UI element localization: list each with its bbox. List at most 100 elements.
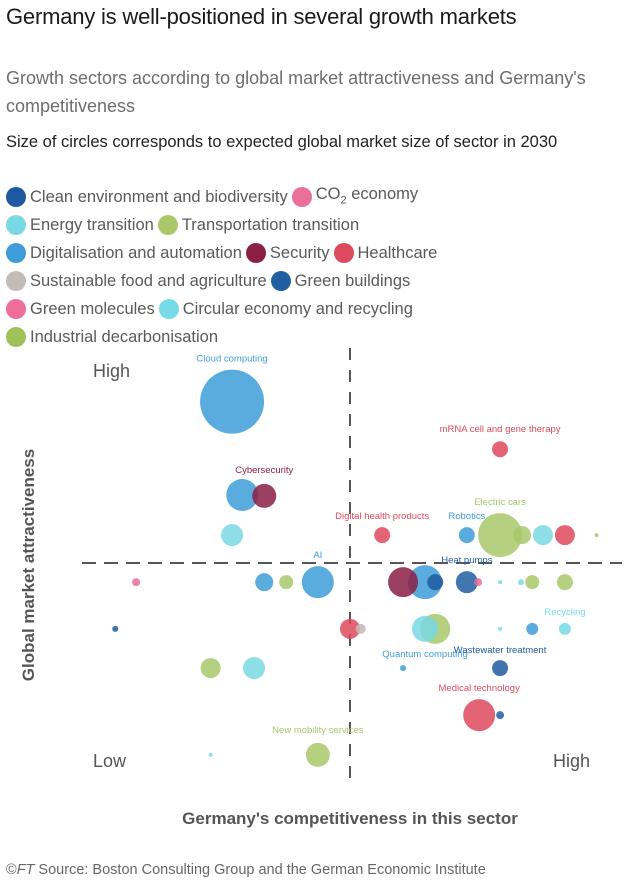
legend-swatch-icon bbox=[291, 187, 312, 208]
legend-swatch-icon bbox=[157, 215, 178, 236]
bubble-transport bbox=[200, 658, 221, 679]
legend-item-circular: Circular economy and recycling bbox=[158, 298, 413, 321]
legend-label: Digitalisation and automation bbox=[30, 243, 242, 262]
chart-title: Germany is well-positioned in several gr… bbox=[6, 4, 517, 29]
legend-item-green-molecules: Green molecules bbox=[6, 298, 155, 321]
bubble-energy bbox=[243, 657, 266, 680]
bubble-energy bbox=[208, 752, 213, 757]
bubble-label-cybersecurity: Cybersecurity bbox=[235, 465, 293, 476]
legend-label: Transportation transition bbox=[181, 216, 360, 235]
bubble-energy bbox=[532, 525, 553, 546]
legend-label: Industrial decarbonisation bbox=[30, 327, 219, 346]
bubble-healthcare bbox=[340, 618, 360, 639]
legend-item-clean-env: Clean environment and biodiversity bbox=[6, 186, 288, 209]
legend-swatch-icon bbox=[270, 271, 291, 292]
bubble-digital bbox=[400, 665, 407, 672]
legend-label: Circular economy and recycling bbox=[182, 299, 413, 318]
bubble-transport bbox=[513, 526, 532, 545]
legend-item-food: Sustainable food and agriculture bbox=[6, 270, 267, 293]
bubble-digital bbox=[408, 565, 443, 600]
legend-label: Energy transition bbox=[30, 216, 154, 235]
copyright-symbol: © bbox=[6, 862, 17, 878]
bubble-energy bbox=[221, 524, 244, 547]
bubble-label-cloud-computing: Cloud computing bbox=[196, 354, 267, 365]
legend-swatch-icon bbox=[6, 299, 26, 319]
legend-swatch-icon bbox=[6, 187, 26, 208]
legend-item-healthcare: Healthcare bbox=[333, 242, 438, 265]
legend-label: Security bbox=[269, 243, 330, 262]
chart-subtitle: Growth sectors according to global marke… bbox=[6, 68, 586, 116]
legend-item-transport: Transportation transition bbox=[157, 214, 360, 237]
legend-row: Sustainable food and agriculture Green bu… bbox=[6, 270, 616, 298]
bubble-label-medical-technology: Medical technology bbox=[439, 683, 521, 694]
bubble-label-robotics: Robotics bbox=[448, 511, 485, 522]
bubble-co2 bbox=[132, 578, 141, 587]
ft-brand: FT bbox=[16, 862, 35, 878]
legend: Clean environment and biodiversity CO2 ec… bbox=[6, 183, 616, 353]
bubble-clean-env bbox=[427, 574, 444, 591]
bubble-energy bbox=[517, 579, 524, 586]
bubble-label-heat-pumps: Heat pumps bbox=[441, 555, 492, 566]
legend-swatch-icon bbox=[6, 326, 26, 347]
bubble-digital bbox=[526, 622, 539, 635]
bubble-labels: Cloud computing Cybersecurity AI New mobili… bbox=[196, 354, 585, 736]
legend-swatch-icon bbox=[158, 299, 179, 319]
x-axis-title: Germany's competitiveness in this sector bbox=[182, 809, 518, 828]
legend-swatch-icon bbox=[6, 215, 26, 236]
legend-item-energy: Energy transition bbox=[6, 214, 154, 237]
bubble-green-buildings-heat-pumps bbox=[455, 571, 478, 594]
x-axis-low-label: Low bbox=[93, 751, 127, 771]
bubble-label-quantum-computing: Quantum computing bbox=[382, 649, 468, 660]
legend-label: Green molecules bbox=[30, 299, 155, 318]
y-axis-title: Global market attractiveness bbox=[19, 449, 38, 681]
bubble-security bbox=[252, 483, 277, 508]
legend-swatch-icon bbox=[245, 243, 266, 264]
bubble-healthcare bbox=[554, 525, 575, 546]
bubble-transport bbox=[594, 533, 599, 538]
legend-label: CO2 economy bbox=[315, 185, 419, 207]
bubble-label-ai: AI bbox=[313, 550, 322, 561]
bubble-digital-cybersecurity bbox=[226, 478, 259, 511]
bubble-label-digital-health-products: Digital health products bbox=[335, 511, 429, 522]
bubble-chart: Cloud computing Cybersecurity AI New mobili… bbox=[19, 348, 622, 828]
size-note: Size of circles corresponds to expected … bbox=[6, 133, 558, 151]
bubble-security bbox=[388, 567, 419, 598]
legend-item-digital: Digitalisation and automation bbox=[6, 242, 242, 265]
legend-label: Sustainable food and agriculture bbox=[30, 271, 267, 290]
bubble-digital-ai bbox=[301, 566, 334, 599]
bubble-transport-electric-cars bbox=[478, 513, 523, 558]
legend-swatch-icon bbox=[6, 271, 26, 292]
source-text: Source: Boston Consulting Group and the … bbox=[34, 862, 486, 878]
legend-item-co2: CO2 economy bbox=[291, 183, 419, 212]
bubble-transport bbox=[556, 574, 573, 591]
bubble-transport-new-mobility-services bbox=[305, 742, 330, 767]
bubble-label-recycling: Recycling bbox=[544, 607, 585, 618]
legend-row: Digitalisation and automation Security Hea… bbox=[6, 242, 616, 270]
bubble-food bbox=[355, 623, 366, 634]
x-axis-high-label: High bbox=[553, 751, 590, 771]
source-note: ©FT Source: Boston Consulting Group and … bbox=[6, 862, 486, 878]
bubble-label-electric-cars: Electric cars bbox=[474, 497, 526, 508]
bubble-digital-cloud-computing bbox=[200, 369, 265, 434]
legend-swatch-icon bbox=[333, 243, 354, 264]
axes bbox=[82, 348, 622, 782]
legend-item-security: Security bbox=[245, 242, 330, 265]
bubble-transport bbox=[525, 575, 540, 590]
bubble-energy-quantum-computing bbox=[412, 615, 439, 642]
bubble-digital bbox=[255, 573, 274, 592]
bubble-healthcare-mrna-cell-and-gene-therapy bbox=[492, 441, 509, 458]
legend-swatch-icon bbox=[6, 243, 26, 264]
legend-item-green-buildings: Green buildings bbox=[270, 270, 411, 293]
bubble-transport bbox=[279, 575, 294, 590]
legend-label: Green buildings bbox=[294, 271, 411, 290]
bubble-circular-recycling bbox=[558, 622, 571, 635]
bubble-clean-env-wastewater-treatment bbox=[492, 660, 509, 677]
legend-row: Industrial decarbonisation bbox=[6, 326, 616, 354]
bubble-label-new-mobility-services: New mobility services bbox=[272, 725, 364, 736]
bubble-green-buildings bbox=[496, 711, 505, 720]
legend-row: Energy transition Transportation transiti… bbox=[6, 214, 616, 242]
bubble-clean-env bbox=[112, 625, 119, 632]
bubble-label-mrna-cell-and-gene-therapy: mRNA cell and gene therapy bbox=[440, 424, 561, 435]
bubble-energy bbox=[498, 626, 503, 631]
legend-label: Healthcare bbox=[357, 243, 438, 262]
